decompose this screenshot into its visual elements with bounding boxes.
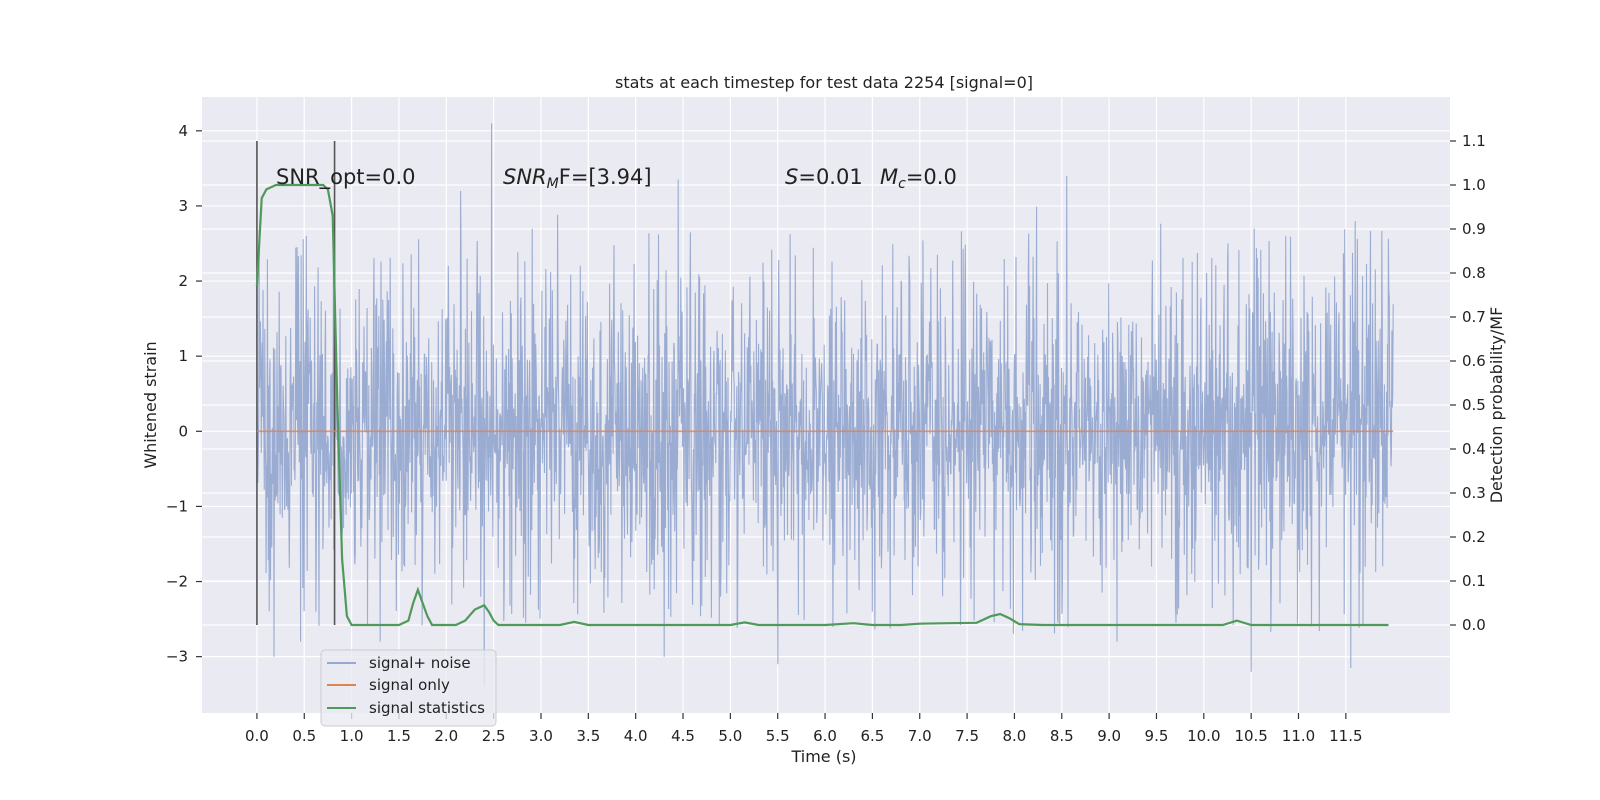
y-axis-right-ticks: 1.1 1.0 0.9 0.8 0.7 0.6 0.5 0.4 0.3 0.2 0.1 0.0	[1450, 132, 1486, 634]
x-tick-label: 7.0	[908, 727, 932, 745]
y-left-tick-label: 4	[178, 122, 188, 140]
x-tick-label: 4.0	[624, 727, 648, 745]
x-tick-label: 2.5	[482, 727, 506, 745]
y-right-tick-label: 0.8	[1462, 264, 1486, 282]
annotation-s-label: S	[785, 165, 798, 189]
window-markers	[256, 141, 336, 625]
legend-label-signal-only: signal only	[369, 676, 450, 694]
y-right-tick-label: 1.1	[1462, 132, 1486, 150]
annotation-snr-mf-sub: M	[547, 176, 559, 192]
y-right-tick-label: 0.6	[1462, 352, 1486, 370]
x-axis-ticks: 0.0 0.5 1.0 1.5 2.0 2.5 3.0 3.5 4.0 4.5 5.0 5.5 6.0 6…	[245, 713, 1363, 745]
y-right-tick-label: 1.0	[1462, 176, 1486, 194]
y-right-tick-label: 0.0	[1462, 616, 1486, 634]
y-right-tick-label: 0.9	[1462, 220, 1486, 238]
y-axis-left-title: Whitened strain	[141, 341, 160, 468]
signal-statistics-line	[255, 183, 1389, 627]
x-tick-label: 1.0	[340, 727, 364, 745]
legend-box	[320, 649, 497, 727]
y-right-tick-label: 0.4	[1462, 440, 1486, 458]
signal-noise-series	[256, 123, 1394, 687]
annotation-snr-opt: SNR_opt=0.0	[276, 165, 416, 190]
x-tick-label: 5.5	[766, 727, 790, 745]
x-tick-label: 3.0	[529, 727, 553, 745]
x-axis-title: Time (s)	[790, 747, 856, 766]
x-tick-label: 8.0	[1003, 727, 1027, 745]
annotation-mc-label: M	[880, 165, 898, 189]
x-tick-label: 11.0	[1282, 727, 1315, 745]
annotation-snr-mf-main: SNR	[503, 165, 547, 189]
x-tick-label: 7.5	[955, 727, 979, 745]
x-tick-label: 11.5	[1329, 727, 1362, 745]
annotation-mc-value: =0.0	[906, 165, 957, 189]
y-left-tick-label: 2	[178, 272, 188, 290]
x-tick-label: 8.5	[1050, 727, 1074, 745]
y-left-tick-label: −1	[166, 497, 188, 515]
annotation-snr-mf: SNRMF=[3.94]	[503, 165, 652, 192]
x-tick-label: 10.5	[1234, 727, 1267, 745]
signal-noise-line	[256, 123, 1394, 687]
x-tick-label: 0.5	[292, 727, 316, 745]
x-tick-label: 9.0	[1097, 727, 1121, 745]
x-tick-label: 5.0	[718, 727, 742, 745]
y-left-tick-label: 1	[178, 347, 188, 365]
y-right-tick-label: 0.5	[1462, 396, 1486, 414]
y-left-tick-label: 3	[178, 197, 188, 215]
annotation-mc: Mc=0.0	[880, 165, 957, 192]
annotation-s: S=0.01	[785, 165, 863, 189]
y-left-tick-label: −3	[166, 648, 188, 666]
annotation-mc-sub: c	[898, 176, 906, 192]
x-tick-label: 9.5	[1145, 727, 1169, 745]
y-right-tick-label: 0.2	[1462, 528, 1486, 546]
x-tick-label: 1.5	[387, 727, 411, 745]
legend-label-signal-statistics: signal statistics	[369, 699, 485, 717]
legend-label-signal-noise: signal+ noise	[369, 654, 471, 672]
y-right-tick-label: 0.1	[1462, 572, 1486, 590]
legend: signal+ noise signal only signal statist…	[320, 649, 497, 727]
x-tick-label: 0.0	[245, 727, 269, 745]
x-tick-label: 6.5	[860, 727, 884, 745]
x-tick-label: 2.0	[434, 727, 458, 745]
chart-title: stats at each timestep for test data 225…	[615, 73, 1033, 92]
y-axis-right-title: Detection probability/MF	[1487, 307, 1506, 504]
x-tick-label: 10.0	[1187, 727, 1220, 745]
y-right-tick-label: 0.7	[1462, 308, 1486, 326]
y-right-tick-label: 0.3	[1462, 484, 1486, 502]
annotation-snr-mf-rest: F=[3.94]	[559, 165, 652, 189]
x-tick-label: 4.5	[671, 727, 695, 745]
y-left-tick-label: 0	[178, 422, 188, 440]
y-axis-left-ticks: 4 3 2 1 0 −1 −2 −3	[166, 122, 202, 666]
y-left-tick-label: −2	[166, 573, 188, 591]
annotation-s-value: =0.01	[798, 165, 862, 189]
annotations: SNR_opt=0.0 SNRMF=[3.94] S=0.01 Mc=0.0	[276, 165, 957, 192]
x-tick-label: 6.0	[813, 727, 837, 745]
x-tick-label: 3.5	[576, 727, 600, 745]
signal-statistics-series	[255, 183, 1389, 627]
